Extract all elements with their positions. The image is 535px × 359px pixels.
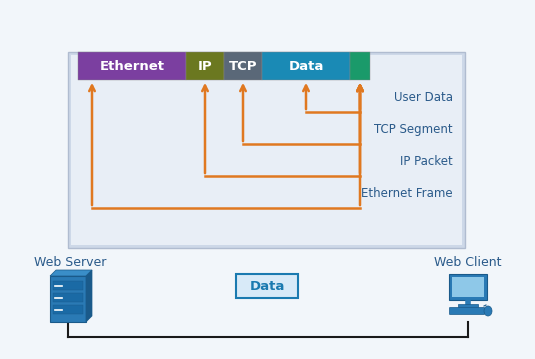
FancyBboxPatch shape bbox=[449, 308, 485, 314]
Polygon shape bbox=[50, 270, 92, 276]
Bar bbox=[262, 52, 350, 80]
Bar bbox=[53, 293, 83, 302]
Bar bbox=[53, 281, 83, 290]
Bar bbox=[50, 276, 86, 322]
Text: Web Client: Web Client bbox=[434, 256, 502, 270]
Bar bbox=[186, 52, 224, 80]
Polygon shape bbox=[86, 270, 92, 322]
FancyBboxPatch shape bbox=[71, 55, 462, 245]
Text: Ethernet Frame: Ethernet Frame bbox=[361, 187, 453, 200]
Bar bbox=[78, 52, 186, 80]
Text: Data: Data bbox=[249, 280, 285, 293]
Text: User Data: User Data bbox=[394, 91, 453, 104]
Bar bbox=[53, 305, 83, 314]
Bar bbox=[452, 277, 484, 297]
Text: IP: IP bbox=[198, 60, 212, 73]
Text: IP Packet: IP Packet bbox=[400, 155, 453, 168]
Bar bbox=[350, 52, 370, 80]
FancyBboxPatch shape bbox=[236, 274, 298, 298]
FancyBboxPatch shape bbox=[68, 52, 465, 248]
Bar bbox=[224, 52, 262, 80]
Bar bbox=[458, 304, 478, 308]
Text: Ethernet: Ethernet bbox=[100, 60, 164, 73]
Text: Data: Data bbox=[288, 60, 324, 73]
Text: TCP: TCP bbox=[229, 60, 257, 73]
Text: TCP Segment: TCP Segment bbox=[374, 123, 453, 136]
Text: Web Server: Web Server bbox=[34, 256, 106, 270]
Ellipse shape bbox=[484, 306, 492, 316]
FancyBboxPatch shape bbox=[449, 274, 487, 300]
